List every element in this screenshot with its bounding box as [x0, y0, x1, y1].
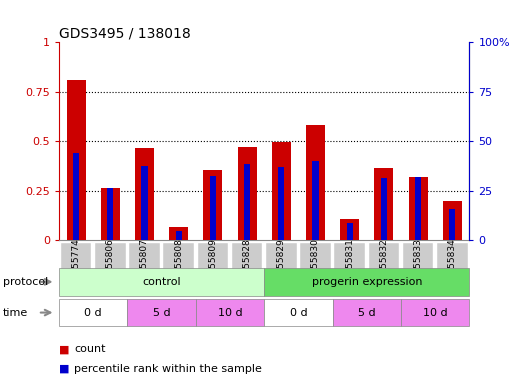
Text: GSM255808: GSM255808 — [174, 238, 183, 293]
Bar — [381, 178, 387, 240]
Bar — [67, 80, 86, 240]
Bar — [401, 299, 469, 326]
Text: control: control — [142, 277, 181, 287]
FancyBboxPatch shape — [334, 243, 365, 289]
Text: 5 d: 5 d — [358, 308, 376, 318]
Bar — [347, 223, 353, 240]
FancyBboxPatch shape — [232, 243, 263, 289]
Bar — [59, 268, 264, 296]
FancyBboxPatch shape — [403, 243, 433, 289]
Bar — [135, 148, 154, 240]
Bar — [332, 299, 401, 326]
Bar — [264, 299, 332, 326]
Text: GSM255831: GSM255831 — [345, 238, 354, 293]
FancyBboxPatch shape — [300, 243, 331, 289]
Text: GSM255832: GSM255832 — [380, 238, 388, 293]
Bar — [238, 147, 256, 240]
Text: protocol: protocol — [3, 277, 48, 287]
FancyBboxPatch shape — [437, 243, 468, 289]
Text: count: count — [74, 344, 106, 354]
Bar — [196, 299, 264, 326]
Bar — [59, 299, 127, 326]
Text: percentile rank within the sample: percentile rank within the sample — [74, 364, 262, 374]
FancyBboxPatch shape — [368, 243, 399, 289]
Bar — [374, 168, 393, 240]
Text: GSM255774: GSM255774 — [72, 238, 81, 293]
Bar — [264, 268, 469, 296]
Bar — [272, 142, 291, 240]
Text: ■: ■ — [59, 344, 69, 354]
Bar — [306, 125, 325, 240]
Bar — [210, 176, 216, 240]
Bar — [169, 227, 188, 240]
Text: 0 d: 0 d — [289, 308, 307, 318]
Text: GSM255806: GSM255806 — [106, 238, 115, 293]
Bar — [415, 177, 421, 240]
Bar — [142, 166, 148, 240]
Text: 10 d: 10 d — [423, 308, 447, 318]
Text: GSM255833: GSM255833 — [413, 238, 423, 293]
Text: GSM255834: GSM255834 — [448, 238, 457, 293]
Text: progerin expression: progerin expression — [311, 277, 422, 287]
Bar — [107, 188, 113, 240]
FancyBboxPatch shape — [198, 243, 228, 289]
Text: GSM255830: GSM255830 — [311, 238, 320, 293]
Bar — [204, 170, 222, 240]
Bar — [127, 299, 196, 326]
Bar — [409, 177, 427, 240]
Text: time: time — [3, 308, 28, 318]
Text: 0 d: 0 d — [84, 308, 102, 318]
Bar — [278, 167, 284, 240]
Text: GDS3495 / 138018: GDS3495 / 138018 — [59, 26, 191, 40]
Bar — [101, 188, 120, 240]
Text: 5 d: 5 d — [153, 308, 170, 318]
Bar — [449, 209, 456, 240]
Bar — [340, 219, 359, 240]
Text: GSM255807: GSM255807 — [140, 238, 149, 293]
FancyBboxPatch shape — [163, 243, 194, 289]
Bar — [244, 164, 250, 240]
Text: GSM255829: GSM255829 — [277, 238, 286, 293]
Bar — [443, 202, 462, 240]
Bar — [312, 161, 319, 240]
Bar — [73, 153, 79, 240]
Text: GSM255828: GSM255828 — [243, 238, 251, 293]
FancyBboxPatch shape — [266, 243, 297, 289]
Bar — [175, 231, 182, 240]
Text: 10 d: 10 d — [218, 308, 242, 318]
Text: GSM255809: GSM255809 — [208, 238, 218, 293]
FancyBboxPatch shape — [95, 243, 126, 289]
Text: ■: ■ — [59, 364, 69, 374]
FancyBboxPatch shape — [129, 243, 160, 289]
FancyBboxPatch shape — [61, 243, 91, 289]
